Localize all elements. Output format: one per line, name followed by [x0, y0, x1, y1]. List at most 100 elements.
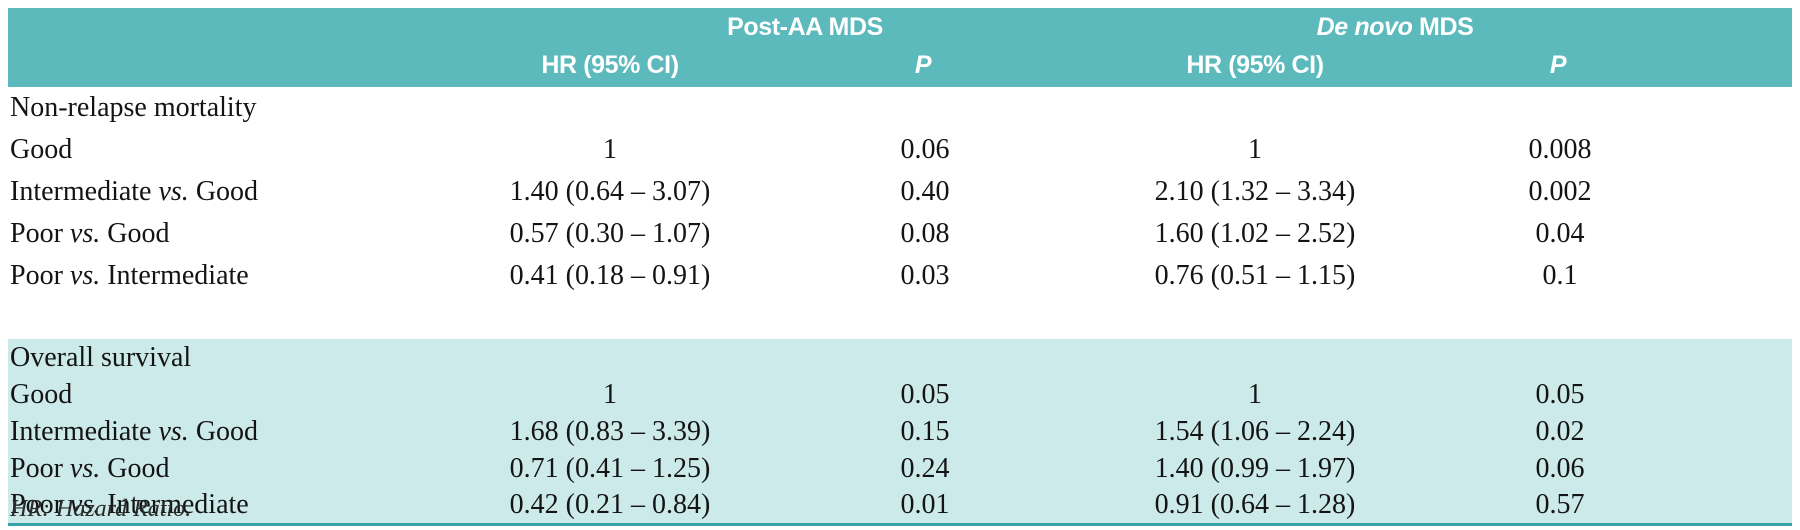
table-footnote: HR: Hazard Ratio.	[10, 496, 192, 522]
hr-post-aa-cell: 0.57 (0.30 – 1.07)	[509, 218, 711, 249]
p-post-aa-cell: 0.08	[900, 218, 950, 249]
results-table-container: Post-AA MDS De novo MDS HR (95% CI) P HR…	[8, 8, 1793, 526]
section-title-non-relapse-mortality: Non-relapse mortality	[10, 92, 257, 123]
p-de-novo-cell: 0.06	[1535, 452, 1585, 484]
hr-post-aa-cell: 0.42 (0.21 – 0.84)	[509, 488, 711, 520]
row-label-text: Intermediate	[100, 488, 249, 520]
p-post-aa-cell: 0.01	[900, 488, 950, 520]
hr-post-aa-cell: 1.68 (0.83 – 3.39)	[509, 415, 711, 447]
p-post-aa-cell: 0.05	[900, 378, 950, 410]
group-header-de-novo-mds: De novo MDS	[1050, 8, 1661, 44]
empty-header-cell	[8, 44, 420, 87]
hr-de-novo-cell: 0.76 (0.51 – 1.15)	[1154, 260, 1356, 291]
hr-post-aa-cell: 1	[603, 378, 617, 410]
p-de-novo-cell: 0.002	[1528, 176, 1592, 207]
table-row: Poor vs. Intermediate 0.41 (0.18 – 0.91)…	[8, 255, 1793, 297]
p-de-novo-cell: 0.04	[1535, 218, 1585, 249]
p-de-novo-cell: 0.05	[1535, 378, 1585, 410]
spacer-cell	[1660, 450, 1792, 487]
gap-cell	[8, 297, 1792, 339]
empty-header-cell	[8, 8, 420, 44]
hr-de-novo-cell: 1	[1248, 134, 1262, 165]
section-overall-survival: Overall survival Good 1 0.05 1 0.05 Inte…	[8, 339, 1793, 524]
hr-post-aa-cell: 1.40 (0.64 – 3.07)	[509, 176, 711, 207]
section-title-row: Non-relapse mortality	[8, 87, 1793, 129]
p-post-aa-cell: 0.24	[900, 452, 950, 484]
vs-italic-text: vs.	[69, 488, 101, 520]
vs-italic-text: vs.	[69, 218, 101, 249]
vs-italic-text: vs.	[158, 415, 189, 447]
hr-post-aa-cell: 1	[603, 134, 617, 165]
vs-italic-text: vs.	[69, 452, 101, 484]
spacer-cell	[1660, 255, 1792, 297]
row-label-text: Poor	[10, 218, 70, 249]
table-row: Poor vs. Good 0.57 (0.30 – 1.07) 0.08 1.…	[8, 213, 1793, 255]
spacer-cell	[1660, 413, 1792, 450]
empty-header-cell	[1660, 44, 1793, 87]
table-row: Good 1 0.06 1 0.008	[8, 129, 1793, 171]
row-label-text: Intermediate	[100, 260, 249, 291]
row-label: Poor vs. Good	[8, 213, 420, 255]
table-row: Good 1 0.05 1 0.05	[8, 376, 1793, 413]
column-header-p-de-novo: P	[1460, 44, 1661, 87]
hr-de-novo-cell: 1.40 (0.99 – 1.97)	[1154, 452, 1356, 484]
table-row: Poor vs. Intermediate 0.42 (0.21 – 0.84)…	[8, 487, 1793, 524]
hr-post-aa-cell: 0.71 (0.41 – 1.25)	[509, 452, 711, 484]
row-label-text: Good	[10, 134, 73, 165]
hr-de-novo-cell: 1.54 (1.06 – 2.24)	[1154, 415, 1356, 447]
row-label-text: Good	[188, 415, 259, 447]
group-header-row: Post-AA MDS De novo MDS	[8, 8, 1793, 44]
row-label-text: Good	[100, 452, 170, 484]
row-label-text: Poor	[10, 260, 70, 291]
column-header-hr-de-novo: HR (95% CI)	[1050, 44, 1460, 87]
section-title-row: Overall survival	[8, 339, 1793, 376]
p-de-novo-cell: 0.57	[1535, 488, 1585, 520]
hr-de-novo-cell: 2.10 (1.32 – 3.34)	[1154, 176, 1356, 207]
row-label-text: Intermediate	[10, 176, 159, 207]
section-non-relapse-mortality: Non-relapse mortality Good 1 0.06 1 0.00…	[8, 87, 1793, 339]
spacer-cell	[1660, 487, 1792, 524]
empty-header-cell	[1660, 8, 1793, 44]
section-title-overall-survival: Overall survival	[10, 341, 192, 373]
p-de-novo-cell: 0.02	[1535, 415, 1585, 447]
section-gap-row	[8, 297, 1793, 339]
spacer-cell	[1660, 376, 1792, 413]
vs-italic-text: vs.	[158, 176, 189, 207]
hr-de-novo-cell: 0.91 (0.64 – 1.28)	[1154, 488, 1356, 520]
spacer-cell	[1660, 129, 1792, 171]
hr-post-aa-cell: 0.41 (0.18 – 0.91)	[509, 260, 711, 291]
vs-italic-text: vs.	[69, 260, 101, 291]
column-header-hr-post-aa: HR (95% CI)	[420, 44, 800, 87]
row-label: Good	[8, 376, 420, 413]
row-label-text: Poor	[10, 488, 70, 520]
row-label-text: Poor	[10, 452, 70, 484]
p-post-aa-cell: 0.06	[900, 134, 950, 165]
p-de-novo-cell: 0.008	[1528, 134, 1592, 165]
p-post-aa-cell: 0.15	[900, 415, 950, 447]
table-row: Intermediate vs. Good 1.68 (0.83 – 3.39)…	[8, 413, 1793, 450]
row-label: Good	[8, 129, 420, 171]
row-label: Poor vs. Intermediate	[8, 487, 420, 524]
mds-text: MDS	[1412, 13, 1474, 41]
column-header-row: HR (95% CI) P HR (95% CI) P	[8, 44, 1793, 87]
hr-de-novo-cell: 1	[1248, 378, 1262, 410]
group-header-post-aa-mds: Post-AA MDS	[420, 8, 1050, 44]
de-novo-italic-text: De novo	[1316, 13, 1413, 41]
column-header-p-post-aa: P	[800, 44, 1050, 87]
row-label-text: Good	[10, 378, 73, 410]
row-label: Poor vs. Intermediate	[8, 255, 420, 297]
row-label-text: Good	[188, 176, 259, 207]
p-de-novo-cell: 0.1	[1542, 260, 1578, 291]
hr-de-novo-cell: 1.60 (1.02 – 2.52)	[1154, 218, 1356, 249]
table-row: Intermediate vs. Good 1.40 (0.64 – 3.07)…	[8, 171, 1793, 213]
spacer-cell	[1660, 213, 1792, 255]
row-label-text: Good	[100, 218, 170, 249]
table-row: Poor vs. Good 0.71 (0.41 – 1.25) 0.24 1.…	[8, 450, 1793, 487]
row-label: Intermediate vs. Good	[8, 413, 420, 450]
p-post-aa-cell: 0.40	[900, 176, 950, 207]
p-post-aa-cell: 0.03	[900, 260, 950, 291]
row-label: Intermediate vs. Good	[8, 171, 420, 213]
row-label: Poor vs. Good	[8, 450, 420, 487]
row-label-text: Intermediate	[10, 415, 159, 447]
spacer-cell	[1660, 171, 1792, 213]
